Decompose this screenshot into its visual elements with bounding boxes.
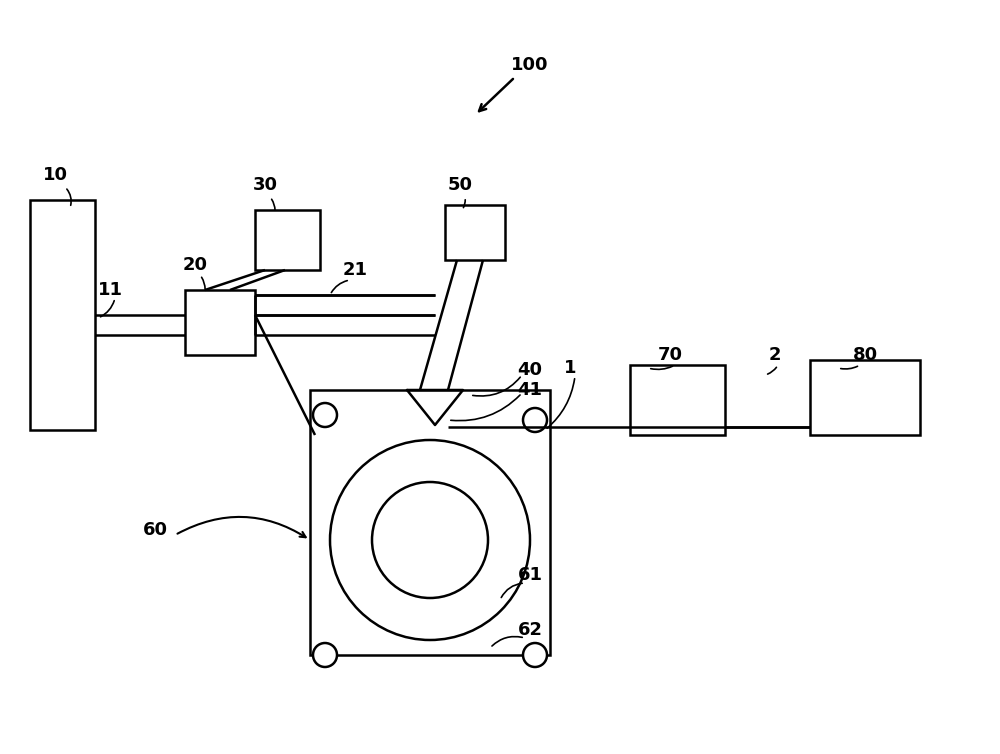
Text: 2: 2	[769, 346, 781, 364]
Text: 41: 41	[518, 381, 542, 399]
Circle shape	[313, 643, 337, 667]
Circle shape	[372, 482, 488, 598]
Bar	[30, 200, 95, 430]
Bar	[445, 205, 505, 260]
Text: 40: 40	[518, 361, 542, 379]
Text: 1: 1	[564, 359, 576, 377]
Text: 20: 20	[182, 256, 208, 274]
Text: 30: 30	[252, 176, 278, 194]
Text: 60: 60	[143, 521, 168, 539]
Text: 21: 21	[342, 261, 368, 279]
Circle shape	[330, 440, 530, 640]
Circle shape	[313, 403, 337, 427]
Text: 80: 80	[852, 346, 878, 364]
Text: 70: 70	[658, 346, 682, 364]
Bar	[185, 290, 255, 355]
Bar	[810, 360, 920, 435]
Bar	[630, 365, 725, 435]
Circle shape	[523, 643, 547, 667]
Bar	[422, 418, 448, 438]
Text: 100: 100	[511, 56, 549, 74]
Text: 11: 11	[98, 281, 122, 299]
Text: 62: 62	[518, 621, 542, 639]
Bar	[255, 210, 320, 270]
Text: 61: 61	[518, 566, 542, 584]
Text: 50: 50	[448, 176, 473, 194]
Circle shape	[523, 408, 547, 432]
Text: 10: 10	[42, 166, 68, 184]
Bar	[310, 390, 550, 655]
